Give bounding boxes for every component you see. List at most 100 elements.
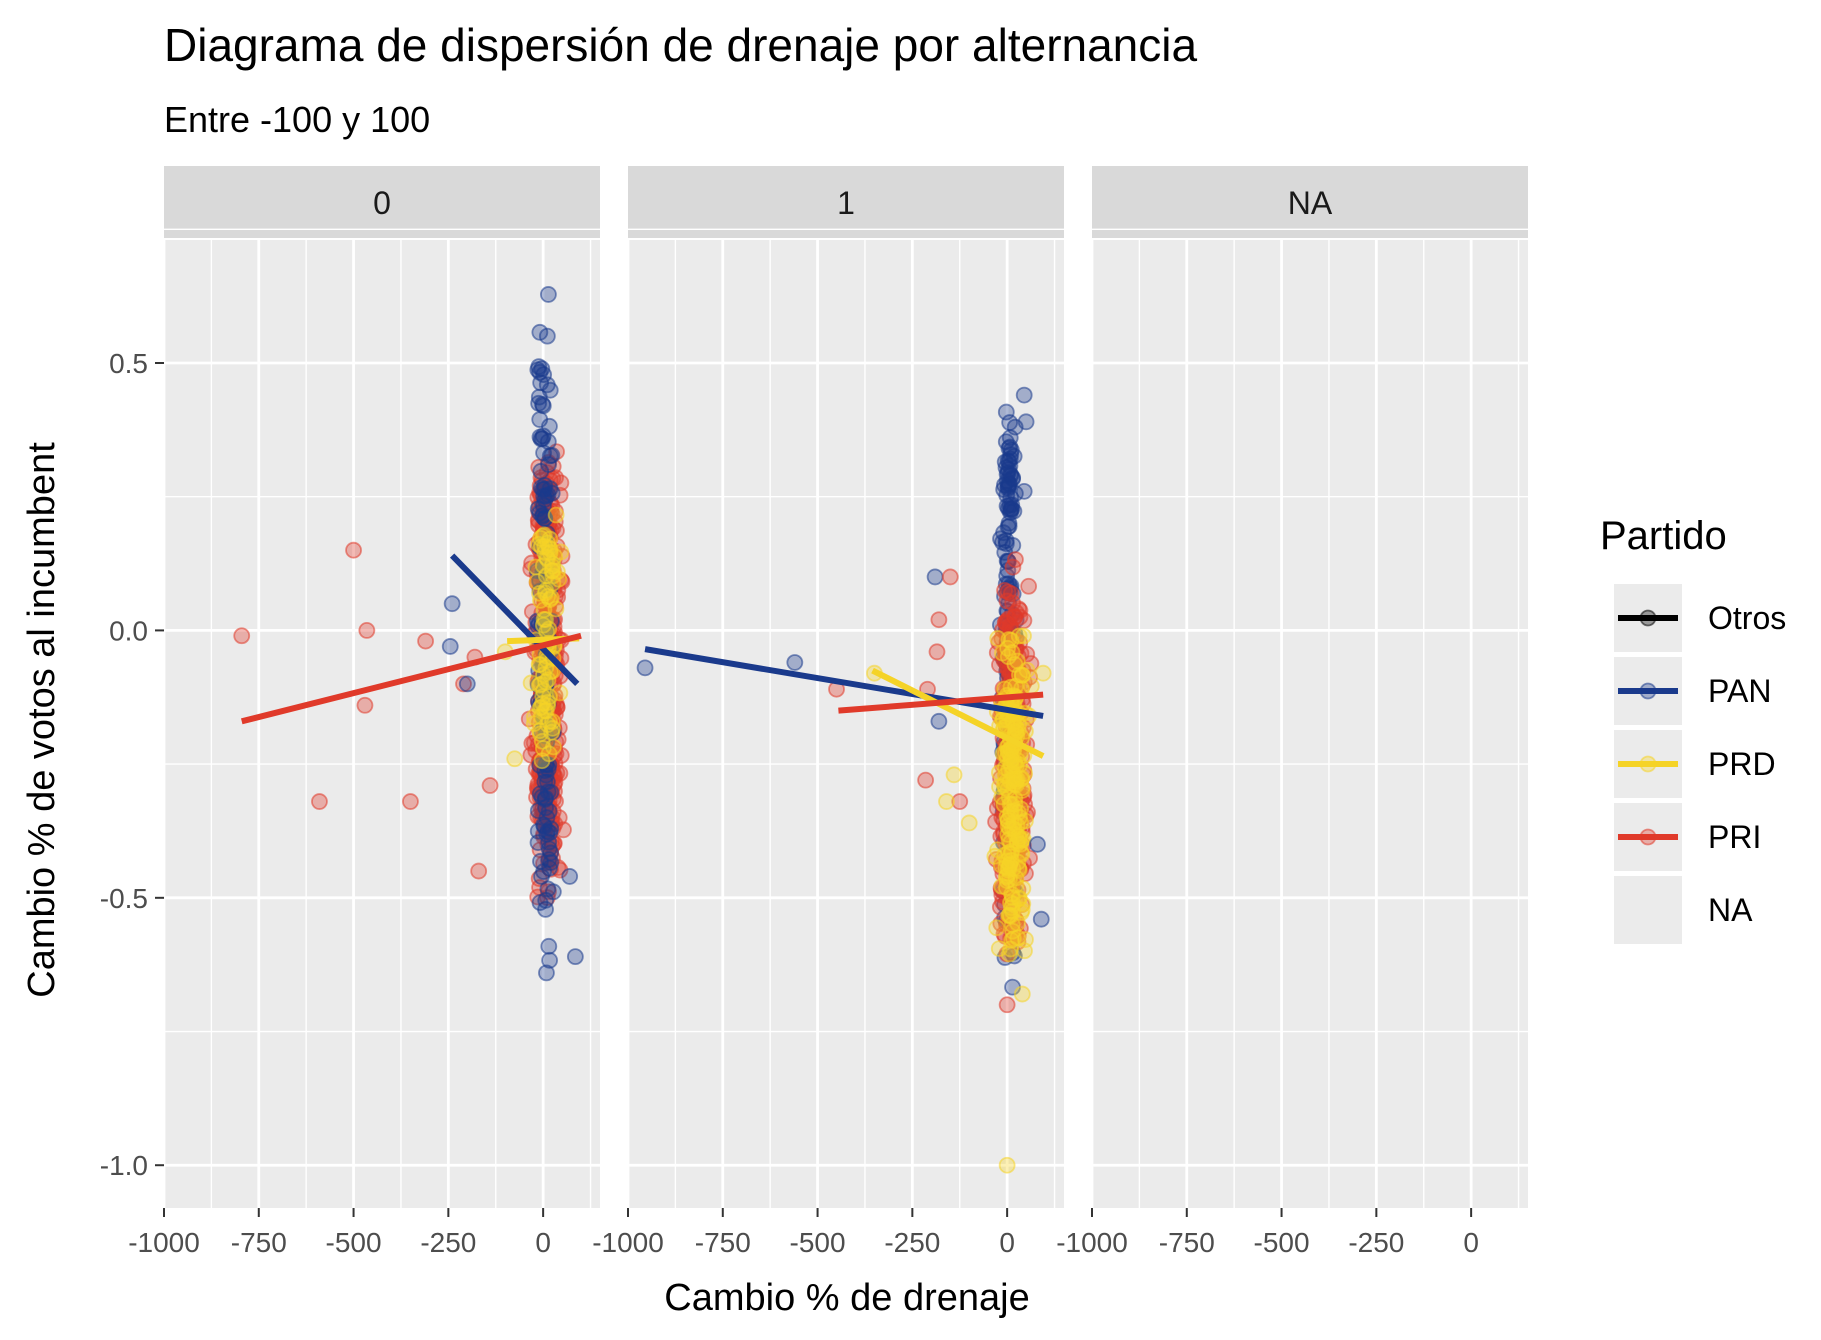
chart-subtitle: Entre -100 y 100	[164, 99, 430, 140]
point-pan	[566, 948, 584, 966]
x-tick-label: -250	[884, 1227, 940, 1258]
point-pri	[417, 632, 435, 650]
fit-line-prd	[871, 667, 1045, 759]
y-tick-label: -0.5	[100, 883, 148, 914]
x-tick-label: -500	[790, 1227, 846, 1258]
fit-line-pri	[240, 632, 582, 725]
fit-line-pri	[838, 691, 1044, 714]
point-prd	[1002, 757, 1020, 774]
point-prd	[1014, 880, 1032, 897]
legend-entry-label: NA	[1708, 892, 1753, 928]
point-pan	[561, 868, 579, 885]
point-pan	[538, 376, 556, 394]
point-pan	[1002, 445, 1020, 463]
point-prd	[1017, 931, 1034, 948]
point-prd	[993, 877, 1011, 895]
fit-line-pan	[449, 553, 580, 686]
legend-key-point	[1639, 609, 1657, 627]
legend-entry-pan: PAN	[1614, 657, 1771, 725]
point-pri	[1006, 608, 1024, 626]
point-prd	[998, 1156, 1016, 1174]
legend: Partido Otros PAN PRD PRI NA	[1600, 514, 1786, 944]
legend-key-point	[1639, 755, 1657, 773]
x-tick-label: -1000	[128, 1227, 200, 1258]
point-pan	[533, 430, 551, 448]
panel-background	[628, 240, 1064, 1208]
point-prd	[533, 752, 551, 770]
point-pan	[541, 480, 559, 498]
y-axis: 0.5 0.0 -0.5 -1.0	[100, 348, 164, 1181]
point-pan	[1017, 413, 1035, 431]
facet-strip-label: 0	[373, 185, 391, 221]
x-tick-label: -500	[326, 1227, 382, 1258]
x-tick-label: 0	[535, 1227, 551, 1258]
legend-entry-pri: PRI	[1614, 803, 1761, 871]
x-tick-label: 0	[999, 1227, 1015, 1258]
point-prd	[1000, 831, 1018, 848]
point-pan	[529, 834, 547, 852]
point-pan	[529, 822, 547, 840]
point-prd	[1013, 985, 1031, 1003]
x-tick-label: 0	[1463, 1227, 1479, 1258]
point-prd	[1017, 722, 1034, 740]
point-pri	[998, 996, 1016, 1014]
legend-title: Partido	[1600, 514, 1727, 558]
x-tick-label: -250	[1348, 1227, 1404, 1258]
point-pan	[540, 937, 558, 955]
x-tick-label: -1000	[1056, 1227, 1128, 1258]
point-prd	[938, 793, 955, 810]
point-prd	[549, 563, 566, 581]
point-pan	[1029, 835, 1046, 853]
legend-entry-label: Otros	[1708, 600, 1786, 636]
point-pan	[994, 533, 1011, 551]
point-prd	[537, 582, 555, 599]
legend-entry-label: PRI	[1708, 819, 1761, 855]
y-tick-label: -1.0	[100, 1150, 148, 1181]
point-pan	[1001, 414, 1019, 431]
legend-entry-prd: PRD	[1614, 730, 1776, 798]
point-prd	[547, 506, 565, 524]
x-tick-label: -750	[231, 1227, 287, 1258]
point-pan	[1032, 910, 1050, 928]
point-prd	[1022, 677, 1040, 695]
point-pan	[930, 712, 948, 730]
point-pri	[481, 777, 499, 794]
point-pri	[402, 793, 419, 810]
x-tick-label: -500	[1254, 1227, 1310, 1258]
point-pri	[345, 541, 362, 559]
point-prd	[994, 710, 1012, 728]
facet-strip	[628, 166, 1064, 238]
point-pri	[358, 622, 376, 639]
point-prd	[1034, 664, 1052, 682]
point-pan	[441, 638, 459, 655]
legend-keys: Otros PAN PRD PRI NA	[1614, 584, 1786, 944]
legend-key-point	[1639, 682, 1657, 700]
facet-panels: 0-1000 -750 -500 -250 01-1000 -750 -500 -250 0NA…	[100, 166, 1528, 1258]
point-prd	[542, 663, 559, 681]
point-pan	[999, 464, 1017, 482]
point-prd	[535, 611, 553, 628]
fit-line-pan	[644, 646, 1044, 719]
x-tick-label: -750	[1159, 1227, 1215, 1258]
point-prd	[1009, 914, 1026, 932]
point-prd	[532, 538, 550, 555]
point-pan	[533, 868, 550, 885]
point-pri	[233, 627, 251, 645]
point-prd	[533, 732, 551, 750]
legend-entry-label: PAN	[1708, 673, 1771, 709]
x-tick-label: -750	[695, 1227, 751, 1258]
point-pan	[541, 417, 558, 435]
point-prd	[945, 766, 963, 784]
point-pri	[455, 675, 472, 693]
point-prd	[999, 639, 1017, 657]
point-pan	[636, 659, 654, 677]
point-pan	[541, 447, 559, 465]
panel-background	[1092, 240, 1528, 1208]
legend-entry-label: PRD	[1708, 746, 1776, 782]
point-prd	[989, 841, 1006, 859]
point-prd	[999, 811, 1017, 829]
point-pan	[541, 951, 559, 969]
point-pan	[542, 783, 560, 801]
point-pan	[538, 327, 556, 345]
facet-strip	[1092, 166, 1528, 238]
